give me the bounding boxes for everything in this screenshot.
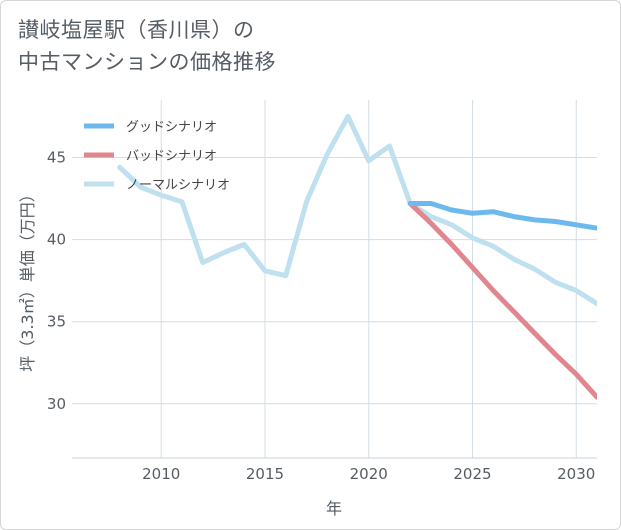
y-tick-label: 35 — [47, 313, 66, 331]
x-tick-label: 2030 — [557, 465, 595, 483]
series-line-2 — [120, 116, 597, 303]
y-tick-labels: 30 35 40 45 — [47, 148, 66, 412]
series-line-1 — [410, 204, 597, 398]
x-tick-label: 2015 — [246, 465, 284, 483]
y-tick-label: 40 — [47, 231, 66, 249]
legend-item-1[interactable]: バッドシナリオ — [84, 149, 217, 164]
legend-item-2[interactable]: ノーマルシナリオ — [84, 178, 230, 193]
legend-item-0[interactable]: グッドシナリオ — [84, 120, 217, 135]
x-tick-labels: 2010 2015 2020 2025 2030 — [142, 465, 595, 483]
x-tick-label: 2025 — [453, 465, 491, 483]
x-tick-label: 2010 — [142, 465, 180, 483]
legend-label: バッドシナリオ — [126, 149, 217, 164]
legend-label: グッドシナリオ — [126, 120, 217, 135]
legend-label: ノーマルシナリオ — [126, 178, 230, 193]
y-tick-label: 45 — [47, 148, 66, 166]
y-axis-label: 坪（3.3㎡）単価（万円） — [18, 186, 37, 371]
x-tick-label: 2020 — [350, 465, 388, 483]
series-line-0 — [410, 204, 597, 229]
y-tick-label: 30 — [47, 395, 66, 413]
line-chart: 2010 2015 2020 2025 2030 30 35 40 45 年 坪（3.3㎡）単… — [0, 0, 621, 530]
x-axis-label: 年 — [326, 499, 342, 518]
